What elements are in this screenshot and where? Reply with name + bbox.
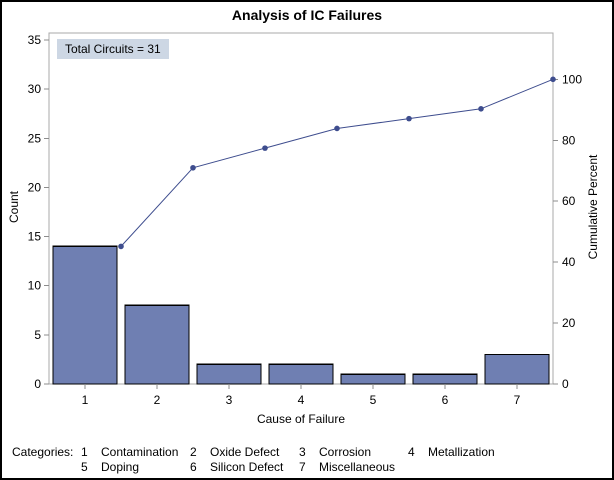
left-axis-tick-label: 0 — [34, 377, 41, 391]
bar-cause-1 — [52, 245, 118, 385]
legend-item-7: 7 Miscellaneous — [299, 460, 395, 474]
y-axis-label-left: Count — [7, 190, 21, 224]
x-axis-tick-label: 3 — [226, 393, 233, 407]
legend-item-1: 1 Contamination — [81, 445, 178, 459]
total-circuits-annotation: Total Circuits = 31 — [57, 39, 169, 59]
bar-cause-5 — [340, 373, 406, 385]
y-axis-label-right: Cumulative Percent — [586, 154, 600, 260]
legend-item-number: 1 — [81, 445, 88, 459]
left-axis-tick-label: 15 — [28, 230, 42, 244]
bar-cause-7 — [484, 353, 550, 385]
cumulative-point-5 — [406, 115, 412, 122]
x-axis-tick-label: 1 — [82, 393, 89, 407]
x-axis-tick-label: 7 — [514, 393, 521, 407]
right-axis-tick-label: 40 — [562, 255, 576, 269]
x-axis-label: Cause of Failure — [256, 412, 346, 426]
left-axis-tick-label: 30 — [28, 82, 42, 96]
left-axis-tick-label: 5 — [34, 328, 41, 342]
legend-item-number: 7 — [299, 460, 306, 474]
legend-item-4: 4 Metallization — [408, 445, 495, 459]
left-axis-tick-label: 20 — [28, 180, 42, 194]
right-axis-tick-label: 60 — [562, 194, 576, 208]
legend-item-6: 6 Silicon Defect — [190, 460, 283, 474]
x-axis-tick-label: 5 — [370, 393, 377, 407]
legend-item-5: 5 Doping — [81, 460, 139, 474]
legend-item-name: Doping — [101, 460, 140, 474]
bar-cause-2 — [124, 304, 190, 385]
cumulative-point-4 — [334, 125, 340, 132]
categories-legend: Categories: 1 Contamination 2 Oxide Defect 3… — [12, 444, 606, 476]
cumulative-point-7 — [550, 76, 556, 83]
bar-cause-4 — [268, 363, 334, 385]
x-axis-tick-label: 4 — [298, 393, 305, 407]
legend-item-name: Miscellaneous — [319, 460, 396, 474]
legend-item-name: Silicon Defect — [210, 460, 284, 474]
left-axis-tick-label: 10 — [28, 279, 42, 293]
cumulative-percent-line — [120, 78, 554, 247]
legend-item-number: 2 — [190, 445, 197, 459]
cumulative-point-2 — [190, 164, 196, 171]
legend-item-name: Corrosion — [319, 445, 372, 459]
cumulative-point-6 — [478, 106, 484, 112]
x-axis-tick-label: 2 — [154, 393, 161, 407]
legend-item-name: Contamination — [101, 445, 179, 459]
legend-item-name: Metallization — [428, 445, 495, 459]
legend-item-number: 3 — [299, 445, 306, 459]
left-axis-tick-label: 35 — [28, 33, 42, 47]
legend-item-2: 2 Oxide Defect — [190, 445, 279, 459]
bar-cause-3 — [196, 363, 262, 385]
cumulative-point-1 — [118, 243, 124, 250]
left-axis-tick-label: 25 — [28, 131, 42, 145]
right-axis-tick-label: 0 — [562, 377, 569, 391]
legend-item-name: Oxide Defect — [210, 445, 280, 459]
cumulative-point-3 — [262, 145, 268, 151]
legend-item-number: 6 — [190, 460, 197, 474]
x-axis-tick-label: 6 — [442, 393, 449, 407]
chart-title: Analysis of IC Failures — [231, 7, 383, 23]
legend-item-number: 5 — [81, 460, 88, 474]
legend-item-3: 3 Corrosion — [299, 445, 371, 459]
right-axis-tick-label: 100 — [562, 72, 582, 86]
right-axis-tick-label: 80 — [562, 133, 576, 147]
bar-cause-6 — [412, 373, 478, 385]
right-axis-tick-label: 20 — [562, 316, 576, 330]
legend-item-number: 4 — [408, 445, 415, 459]
categories-legend-label: Categories: — [12, 445, 74, 459]
